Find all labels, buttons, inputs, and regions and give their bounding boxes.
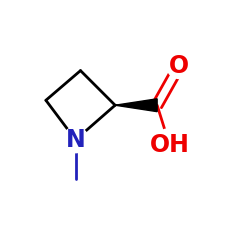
Circle shape <box>166 53 192 78</box>
Circle shape <box>154 129 186 161</box>
Text: OH: OH <box>150 133 190 157</box>
Polygon shape <box>115 99 157 112</box>
Circle shape <box>63 127 88 153</box>
Text: O: O <box>169 54 190 78</box>
Text: N: N <box>66 128 86 152</box>
